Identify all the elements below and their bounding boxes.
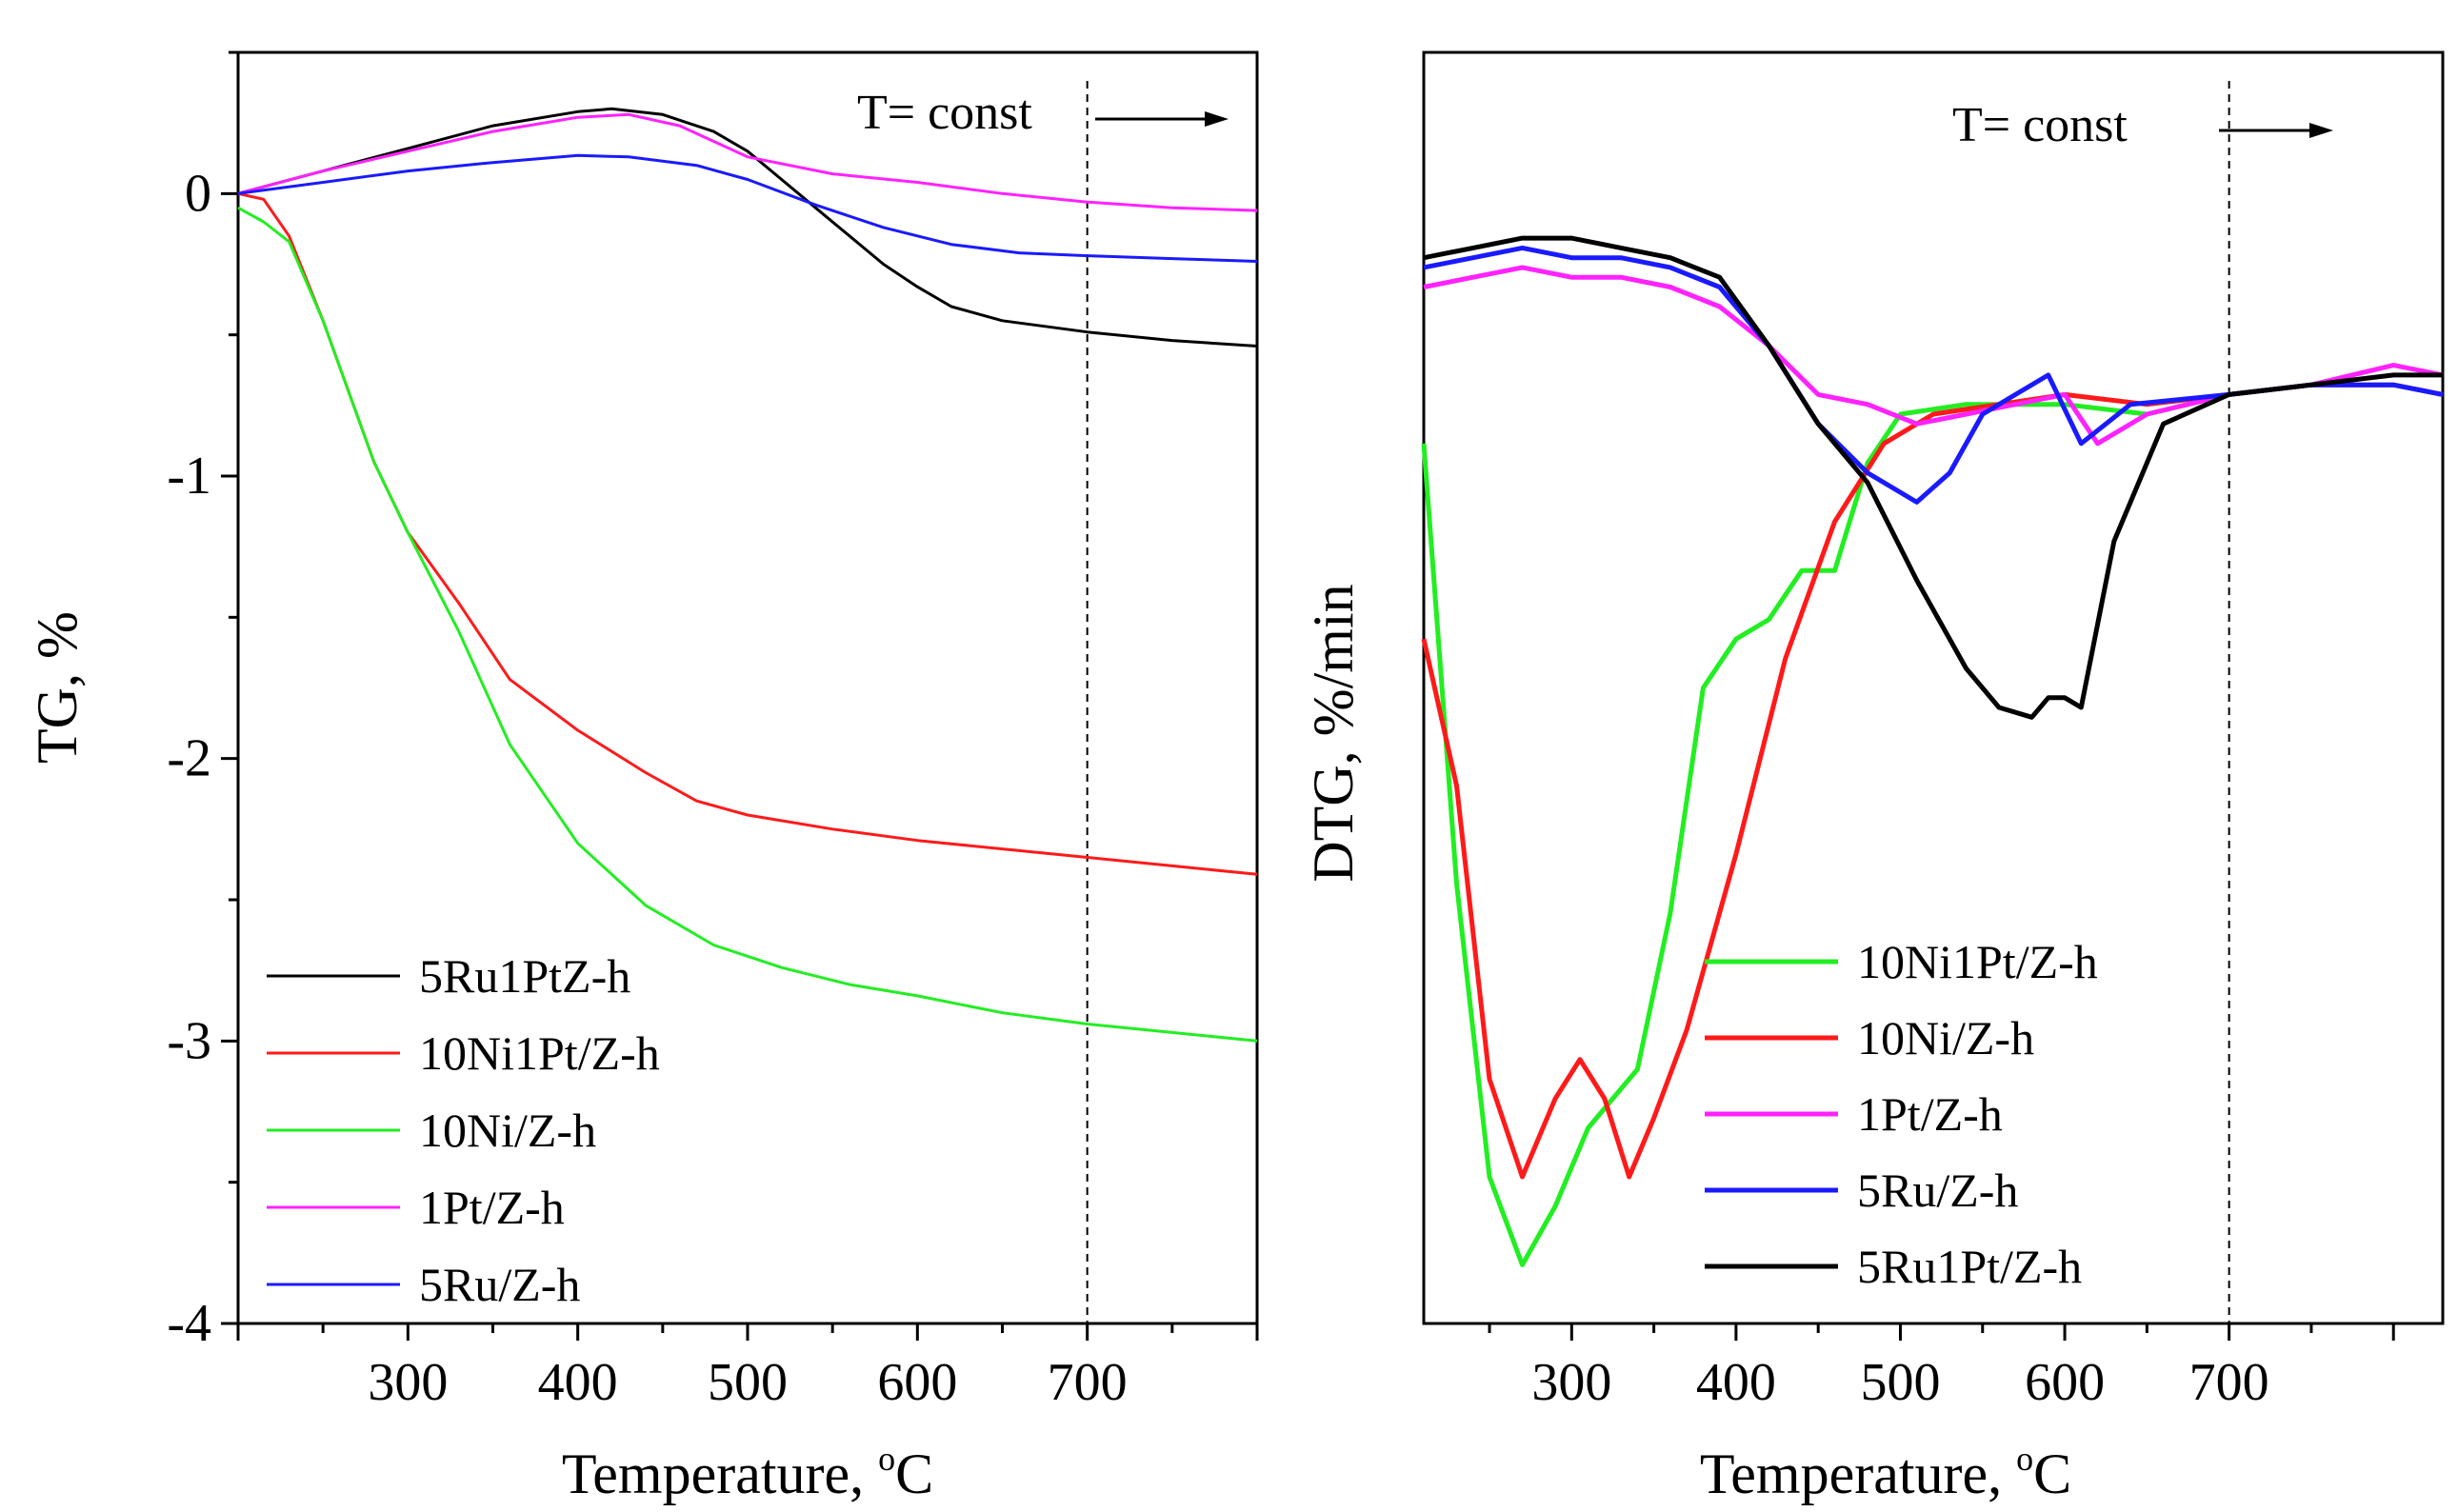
dtg-xtick-label: 600 (2025, 1353, 2105, 1412)
dtg-series-line-2 (1423, 265, 2444, 447)
tg-legend: 5Ru1PtZ-h 10Ni1Pt/Z-h 10Ni/Z-h 1Pt/Z-h 5Ru/Z… (267, 949, 660, 1311)
tg-ytick-label: -4 (167, 1294, 211, 1353)
dtg-series-group (1421, 235, 2444, 1267)
dtg-series-line-4 (1423, 235, 2443, 720)
dtg-xtick-label: 500 (1860, 1353, 1940, 1412)
tg-xtick-label: 700 (1048, 1353, 1128, 1412)
tg-plot-frame (236, 50, 1259, 1325)
tg-xtick-label: 300 (368, 1353, 448, 1412)
dtg-legend-label: 10Ni/Z-h (1857, 1011, 2034, 1064)
tg-series-line-2 (237, 206, 1258, 1043)
dtg-legend-label: 5Ru/Z-h (1857, 1164, 2018, 1217)
dtg-marks: 300 400 500 600 700 (1488, 81, 2395, 1412)
tg-series-line-0 (237, 107, 1258, 348)
dtg-isothermal-arrow (2219, 123, 2333, 138)
tg-legend-label: 5Ru/Z-h (419, 1258, 580, 1311)
dtg-series-line-3 (1423, 245, 2444, 505)
tg-xlabel: Temperature, oC (562, 1440, 933, 1505)
tg-xtick-label: 500 (708, 1353, 788, 1412)
tg-legend-label: 10Ni1Pt/Z-h (419, 1026, 660, 1080)
tg-legend-label: 10Ni/Z-h (419, 1104, 596, 1157)
tg-xtick-label: 400 (538, 1353, 618, 1412)
tg-ytick-label: 0 (185, 164, 211, 223)
tg-xtick-label: 600 (877, 1353, 957, 1412)
dtg-ylabel: DTG, %/min (1302, 584, 1365, 882)
tg-isothermal-note: T= const (857, 86, 1032, 140)
tg-ytick-label: -2 (167, 729, 211, 788)
tg-series-line-3 (237, 112, 1258, 212)
dtg-xtick-label: 700 (2189, 1353, 2269, 1412)
tg-ylabel: TG, % (26, 611, 89, 764)
tg-ytick-label: -1 (167, 447, 211, 506)
tg-isothermal-arrow (1095, 111, 1229, 127)
dtg-legend-label: 1Pt/Z-h (1857, 1087, 2003, 1141)
tg-series-line-4 (237, 153, 1258, 263)
dtg-xtick-label: 400 (1696, 1353, 1776, 1412)
dtg-legend: 10Ni1Pt/Z-h 10Ni/Z-h 1Pt/Z-h 5Ru/Z-h 5Ru1Pt/… (1705, 935, 2098, 1293)
tg-ytick-label: -3 (167, 1011, 211, 1070)
dtg-plot-frame (1422, 50, 2445, 1325)
dtg-isothermal-note: T= const (1952, 98, 2128, 152)
dtg-xtick-label: 300 (1531, 1353, 1611, 1412)
dtg-panel: 300 400 500 600 700 DTG, %/min Temperature, … (1302, 50, 2445, 1505)
tg-legend-label: 1Pt/Z-h (419, 1181, 565, 1234)
tg-series-line-1 (237, 191, 1258, 876)
tg-series-group (237, 107, 1258, 1043)
dtg-legend-label: 10Ni1Pt/Z-h (1857, 935, 2098, 988)
tg-panel: 300 400 500 600 700 0 -1 -2 -3 -4 TG, % Temperatu… (26, 50, 1259, 1505)
dtg-legend-label: 5Ru1Pt/Z-h (1857, 1240, 2082, 1293)
dtg-xlabel: Temperature, oC (1700, 1440, 2071, 1505)
tg-marks: 300 400 500 600 700 0 -1 -2 -3 -4 (167, 50, 1259, 1412)
tg-legend-label: 5Ru1PtZ-h (419, 949, 630, 1003)
